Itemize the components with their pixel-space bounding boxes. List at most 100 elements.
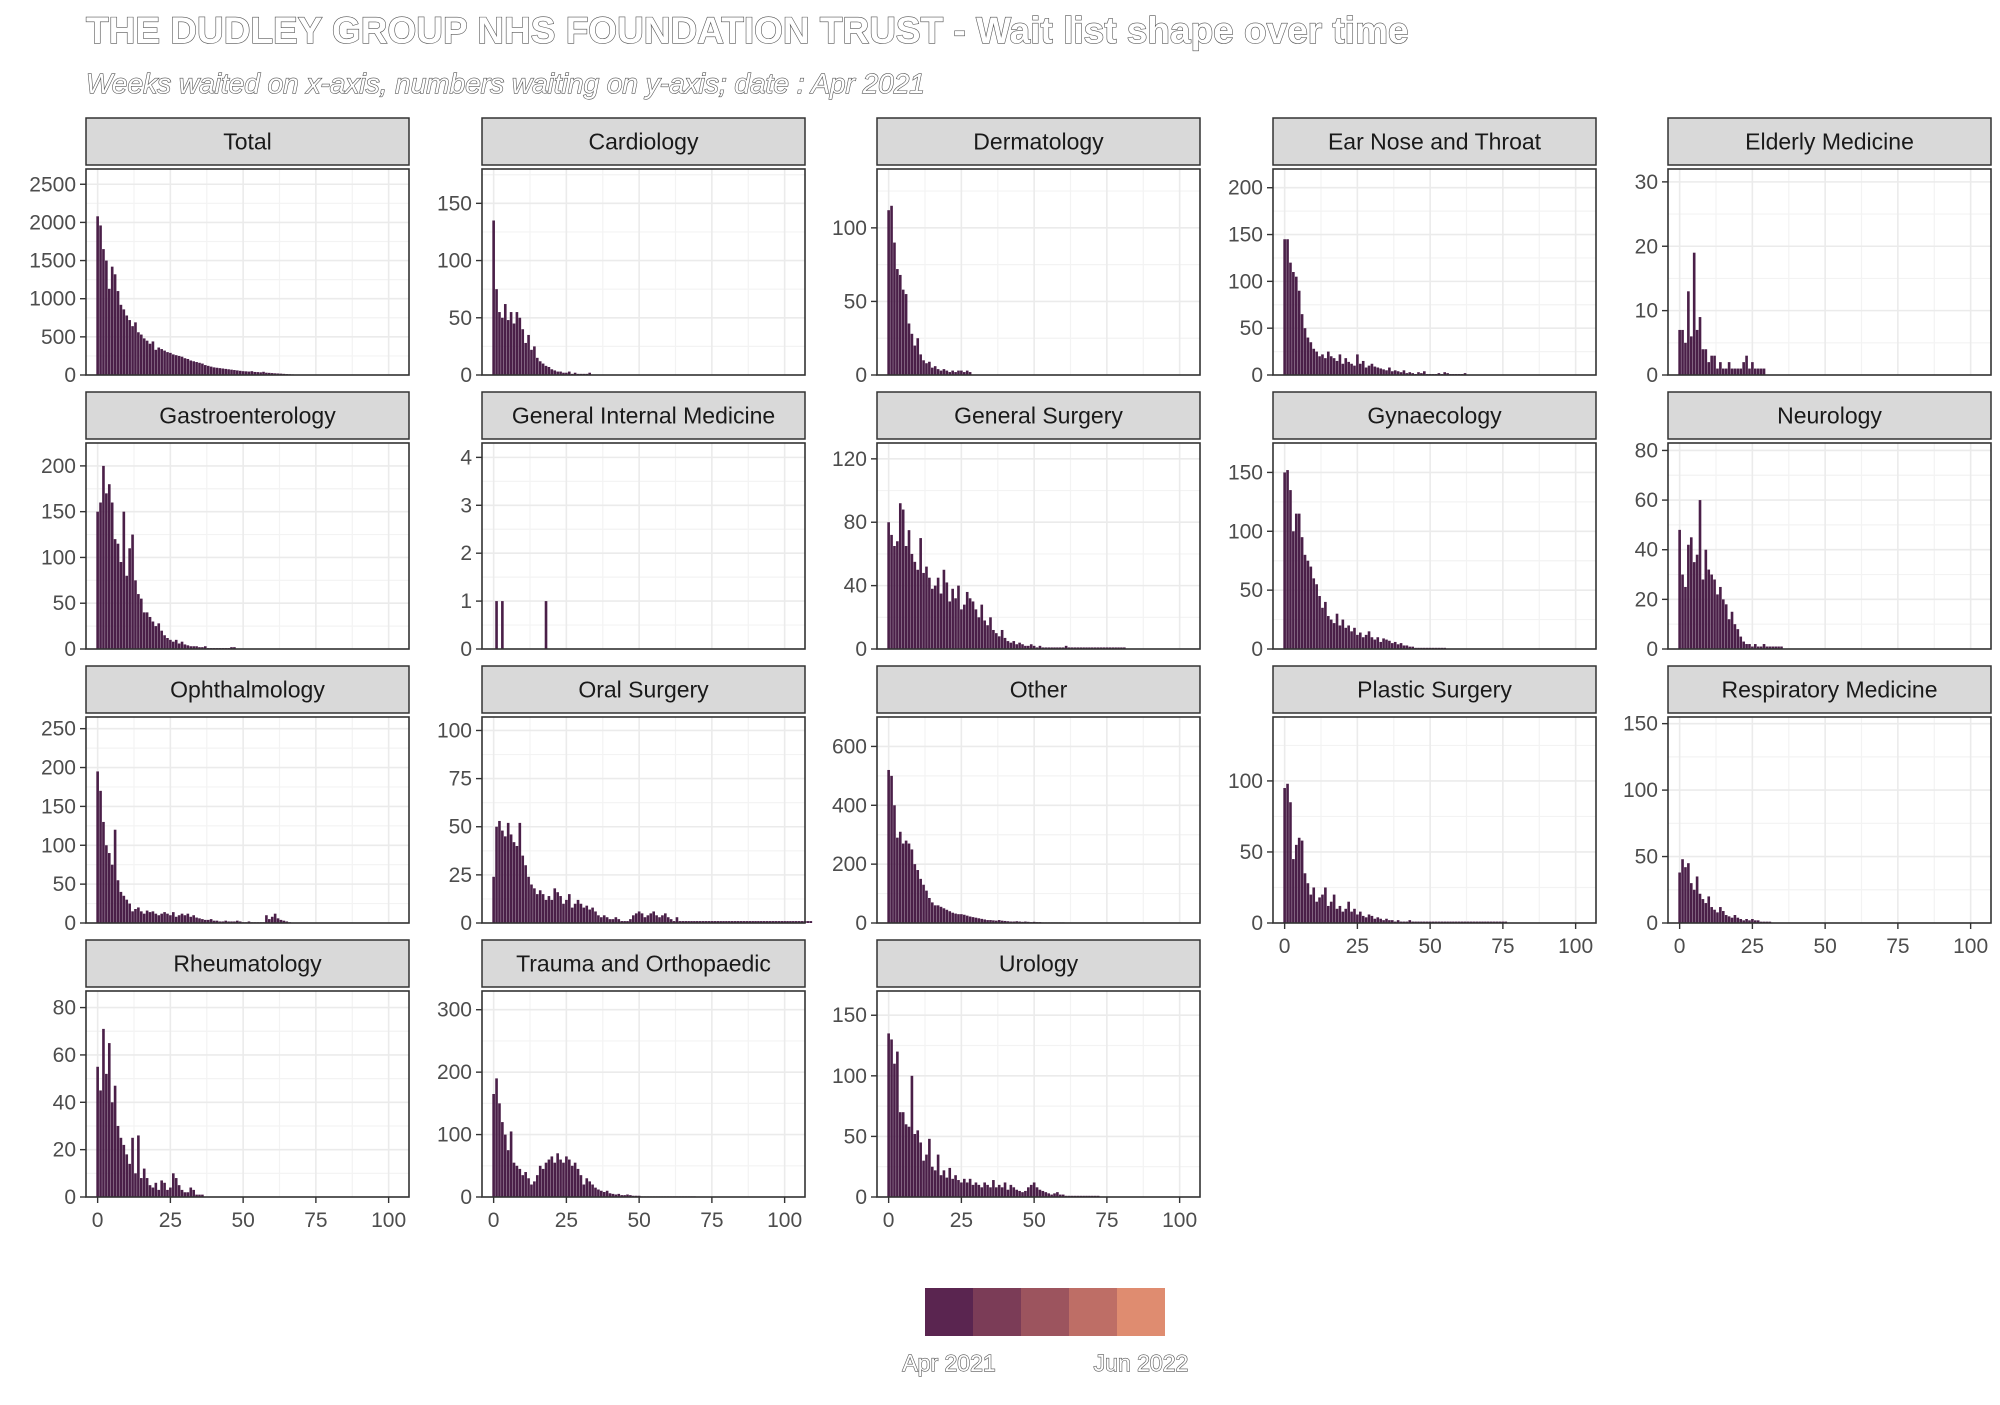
bar <box>893 1064 896 1197</box>
bar <box>114 539 117 649</box>
bar <box>1710 907 1713 923</box>
bar <box>890 1039 893 1197</box>
facet-label: Cardiology <box>589 129 699 155</box>
bar <box>1368 631 1371 649</box>
bar <box>905 294 908 375</box>
bar <box>189 917 192 923</box>
bar <box>1295 845 1298 923</box>
bar <box>922 1161 925 1197</box>
bar <box>501 1122 504 1197</box>
bar <box>946 1178 949 1197</box>
bar <box>638 911 641 923</box>
bar <box>163 351 166 375</box>
bar <box>559 896 562 923</box>
bar <box>123 896 126 923</box>
bar <box>571 1166 574 1197</box>
y-tick-label: 120 <box>832 448 867 471</box>
bar <box>1001 630 1004 649</box>
bar <box>1687 291 1690 375</box>
bar <box>1336 361 1339 375</box>
bar <box>140 599 143 649</box>
bar <box>986 625 989 649</box>
bar <box>96 216 99 375</box>
bar <box>1379 642 1382 649</box>
legend-label-start: Apr 2021 <box>902 1350 995 1376</box>
bar <box>951 913 954 923</box>
x-tick-label: 25 <box>555 1209 578 1232</box>
bar <box>1327 616 1330 649</box>
bar <box>128 548 131 649</box>
bar <box>1036 1187 1039 1197</box>
bar <box>1010 1185 1013 1197</box>
bar <box>160 914 163 923</box>
bar <box>140 335 143 375</box>
bar <box>1678 873 1681 924</box>
bar <box>1310 567 1313 649</box>
bar <box>957 914 960 923</box>
bar <box>588 910 591 923</box>
bar <box>1353 909 1356 923</box>
facet-label: Gastroenterology <box>159 403 336 429</box>
bar <box>111 267 114 375</box>
bar <box>1301 537 1304 649</box>
bar <box>1719 907 1722 923</box>
bar <box>192 1190 195 1197</box>
bar <box>143 914 146 923</box>
bar <box>1696 876 1699 923</box>
bar <box>600 917 603 923</box>
bar <box>105 1074 108 1197</box>
bar <box>1304 328 1307 375</box>
bar <box>123 309 126 375</box>
bar <box>978 1185 981 1197</box>
y-tick-label: 80 <box>844 511 867 534</box>
bar <box>111 865 114 923</box>
y-tick-label: 80 <box>53 997 76 1020</box>
bar <box>565 1156 568 1197</box>
bar <box>143 338 146 375</box>
bar <box>1307 338 1310 375</box>
bar <box>134 580 137 649</box>
bar <box>1042 1191 1045 1197</box>
bar <box>649 913 652 923</box>
bar <box>1707 362 1710 375</box>
bar <box>146 612 149 649</box>
bar <box>137 907 140 923</box>
y-tick-label: 100 <box>41 834 76 857</box>
facet-label: General Internal Medicine <box>512 403 775 429</box>
facet-label: Ear Nose and Throat <box>1328 129 1542 155</box>
bar <box>1719 362 1722 375</box>
bar <box>1374 367 1377 375</box>
bar <box>655 915 658 923</box>
bar <box>187 914 190 923</box>
bar <box>957 586 960 649</box>
bar <box>940 1175 943 1197</box>
bar <box>1344 909 1347 923</box>
bar <box>1327 906 1330 923</box>
bar <box>120 305 123 375</box>
bar <box>594 1188 597 1197</box>
y-tick-label: 150 <box>41 501 76 524</box>
bar <box>548 1160 551 1197</box>
bar <box>1394 642 1397 649</box>
y-tick-label: 100 <box>1623 779 1658 802</box>
bar <box>1739 369 1742 375</box>
bar <box>1315 584 1318 649</box>
bar <box>1707 570 1710 649</box>
bar <box>1298 838 1301 923</box>
bar <box>896 541 899 649</box>
x-tick-label: 25 <box>950 1209 973 1232</box>
bar <box>131 1138 134 1197</box>
y-tick-label: 100 <box>437 1124 472 1147</box>
x-tick-label: 0 <box>92 1209 104 1232</box>
bar <box>178 915 181 923</box>
bar <box>175 917 178 923</box>
bar <box>492 221 495 376</box>
bar <box>571 908 574 923</box>
y-tick-label: 0 <box>460 364 472 387</box>
y-tick-label: 200 <box>1228 177 1263 200</box>
bar <box>157 348 160 375</box>
bar <box>131 911 134 923</box>
